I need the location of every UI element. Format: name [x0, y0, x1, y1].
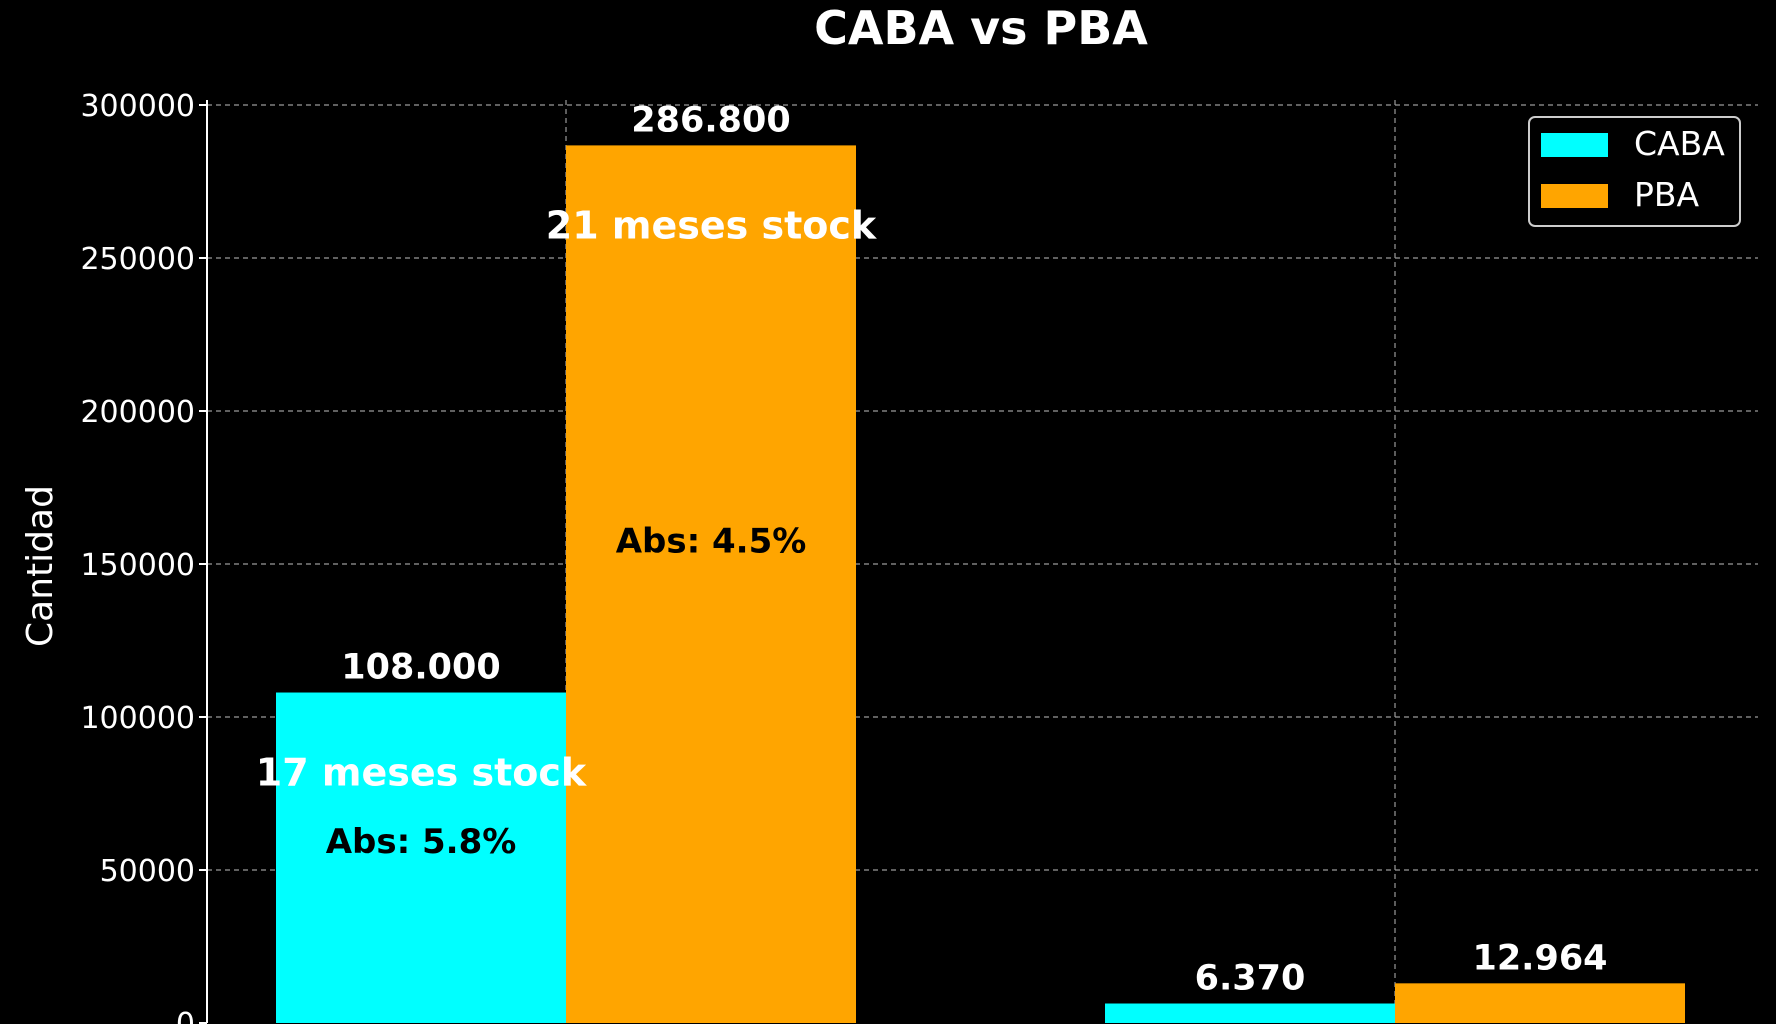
- bar-pba: [566, 145, 856, 1024]
- bar-value-label: 286.800: [631, 100, 790, 140]
- bar-caba: [1105, 1003, 1395, 1023]
- stock-label: 21 meses stock: [546, 203, 877, 247]
- bar-pba: [1395, 983, 1685, 1023]
- legend-swatch-pba: [1541, 184, 1608, 208]
- y-tick-label: 100000: [80, 701, 195, 736]
- bar-value-label: 6.370: [1195, 959, 1306, 999]
- y-tick-label: 50000: [100, 854, 195, 889]
- y-tick-label: 300000: [80, 89, 195, 124]
- legend-label-caba: CABA: [1634, 124, 1725, 163]
- y-axis-label: Cantidad: [20, 485, 61, 647]
- abs-label: Abs: 4.5%: [616, 521, 807, 561]
- chart-title: CABA vs PBA: [814, 1, 1148, 55]
- bar-value-label: 12.964: [1472, 938, 1607, 978]
- y-axis: 0 50000 100000 150000 200000 250000 300000: [80, 89, 208, 1024]
- y-tick-label: 250000: [80, 242, 195, 277]
- stock-label: 17 meses stock: [256, 751, 587, 795]
- legend-swatch-caba: [1541, 133, 1608, 157]
- y-tick-label: 200000: [80, 395, 195, 430]
- bar-value-label: 108.000: [341, 648, 500, 688]
- legend-label-pba: PBA: [1634, 175, 1700, 214]
- bar-caba: [276, 692, 566, 1023]
- y-tick-label: 150000: [80, 548, 195, 583]
- y-tick-label: 0: [176, 1007, 195, 1024]
- bars: [276, 145, 1685, 1024]
- abs-label: Abs: 5.8%: [326, 822, 517, 862]
- legend: CABA PBA: [1528, 116, 1741, 227]
- data-labels: 108.000 17 meses stock Abs: 5.8% 6.370 286.8…: [256, 100, 1608, 998]
